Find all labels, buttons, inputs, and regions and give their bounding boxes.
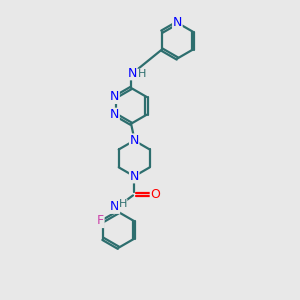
Text: N: N [110,108,119,121]
Text: N: N [128,67,137,80]
Text: N: N [130,134,139,147]
Text: F: F [97,214,104,227]
Text: H: H [118,199,127,209]
Text: O: O [150,188,160,201]
Text: N: N [130,170,139,183]
Text: N: N [110,90,119,104]
Text: N: N [110,200,120,213]
Text: H: H [137,69,146,79]
Text: N: N [173,16,182,29]
